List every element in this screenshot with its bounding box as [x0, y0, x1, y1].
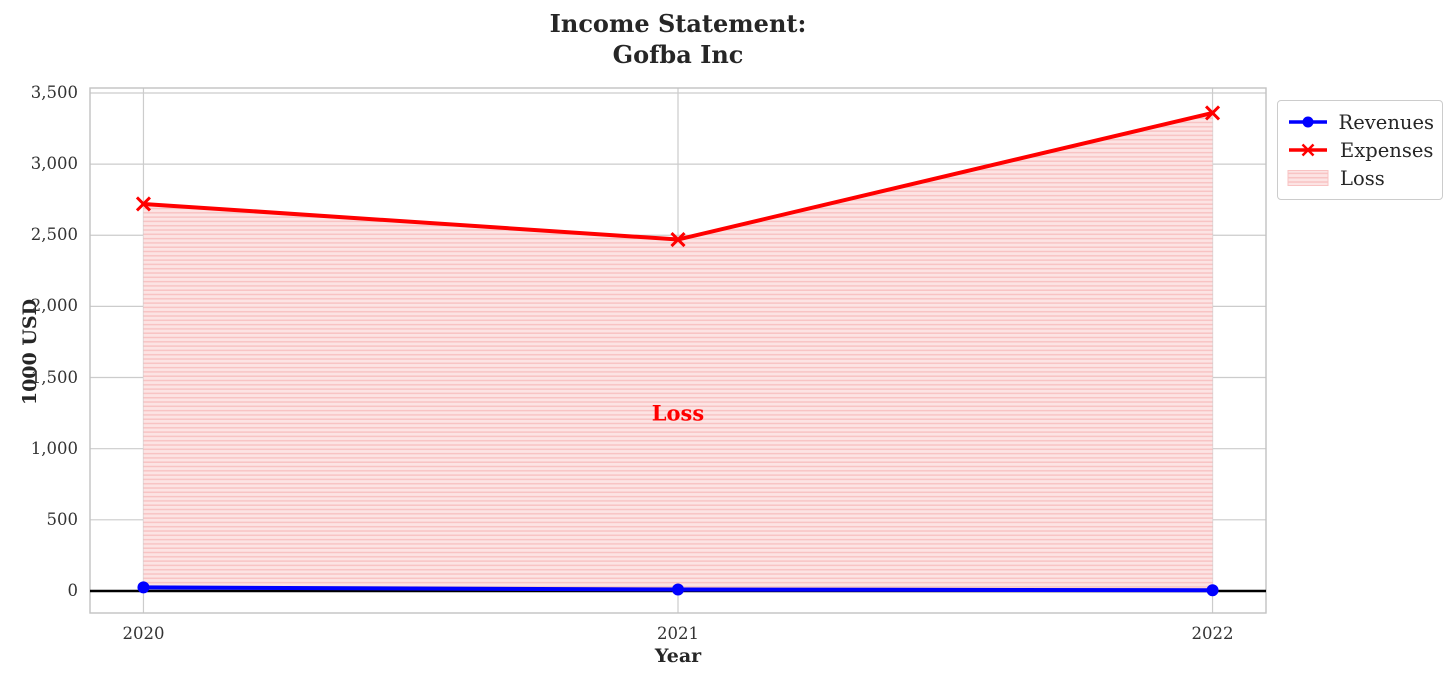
chart-title: Income Statement: Gofba Inc — [90, 8, 1266, 70]
legend-label-revenues: Revenues — [1338, 110, 1434, 134]
x-tick-label: 2021 — [657, 624, 699, 643]
legend: Revenues Expenses Loss — [1277, 100, 1443, 200]
y-tick-label: 2,500 — [30, 225, 78, 245]
y-tick-label: 500 — [46, 509, 79, 529]
revenues-line-swatch — [1289, 116, 1327, 128]
y-tick-label: 0 — [67, 580, 79, 600]
y-tick-label: 1,500 — [30, 367, 78, 387]
legend-item-loss: Loss — [1286, 164, 1434, 192]
expenses-marker — [1204, 105, 1221, 121]
legend-item-expenses: Expenses — [1286, 136, 1434, 164]
x-tick-label: 2020 — [122, 624, 165, 643]
y-tick-label: 3,500 — [30, 82, 78, 102]
axes-border — [89, 87, 1267, 614]
y-tick-label: 1,000 — [30, 438, 78, 458]
revenues-marker — [137, 581, 150, 594]
legend-label-loss: Loss — [1340, 166, 1385, 190]
chart-title-line-1: Income Statement: — [549, 9, 807, 38]
chart-title-line-2: Gofba Inc — [612, 40, 744, 69]
expenses-line-swatch — [1289, 143, 1327, 157]
legend-item-revenues: Revenues — [1286, 108, 1434, 136]
revenues-marker — [1206, 584, 1219, 597]
x-axis-label: Year — [654, 645, 702, 667]
loss-area — [143, 112, 1213, 591]
revenues-marker — [672, 583, 684, 596]
expenses-marker — [135, 196, 152, 212]
expenses-marker — [670, 231, 686, 248]
loss-patch-swatch — [1287, 170, 1329, 186]
loss-annotation: Loss — [651, 400, 705, 426]
y-tick-label: 3,000 — [30, 154, 78, 174]
legend-label-expenses: Expenses — [1340, 138, 1434, 162]
y-tick-label: 2,000 — [30, 296, 78, 316]
x-tick-label: 2022 — [1191, 624, 1234, 643]
